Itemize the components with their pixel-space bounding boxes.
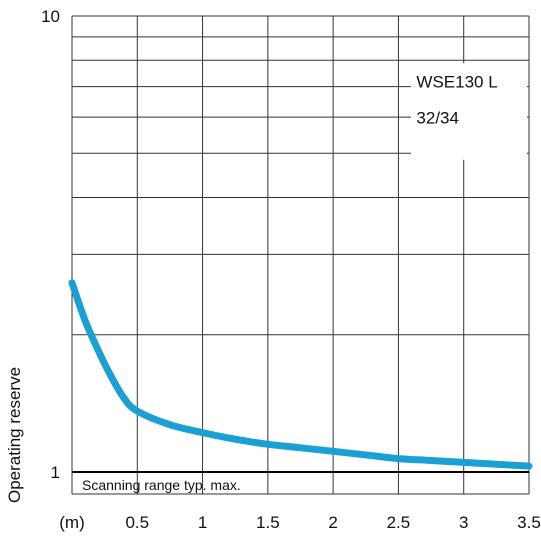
legend-line-2: 32/34	[416, 108, 459, 127]
x-tick-label: 2.5	[387, 513, 411, 532]
x-tick-label: 0.5	[125, 513, 149, 532]
legend-box	[410, 63, 527, 160]
x-tick-label: 1.5	[256, 513, 280, 532]
x-tick-label: 2	[328, 513, 337, 532]
x-tick-labels: 0.5 1 1.5 2 2.5 3 3.5	[125, 513, 540, 532]
y-tick-label: 1	[51, 463, 60, 482]
series-line-0	[68, 279, 533, 470]
x-unit-label: (m)	[59, 513, 84, 532]
y-tick-label: 10	[41, 7, 60, 26]
scanning-range-annotation: Scanning range typ. max.	[82, 477, 241, 493]
x-tick-label: 3	[459, 513, 468, 532]
x-tick-label: 1	[198, 513, 207, 532]
series-layer	[68, 279, 533, 470]
x-tick-label: 3.5	[517, 513, 541, 532]
y-axis-label: Operating reserve	[5, 367, 24, 503]
legend-line-1: WSE130 L	[416, 73, 497, 92]
y-tick-labels: 1 10	[41, 7, 60, 482]
